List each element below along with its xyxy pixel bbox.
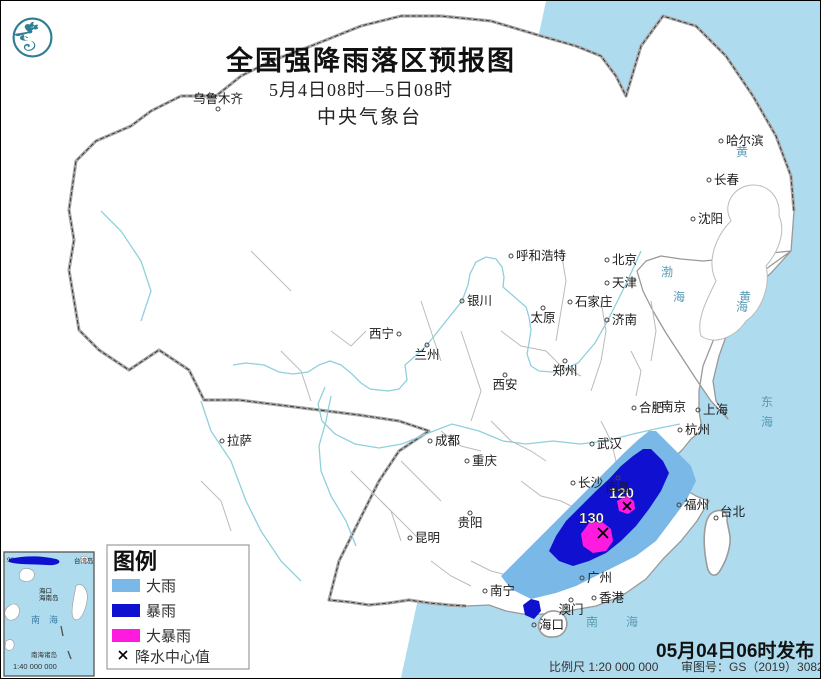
svg-text:广州: 广州: [587, 571, 612, 585]
svg-text:1:40 000 000: 1:40 000 000: [13, 662, 57, 671]
svg-text:上海: 上海: [703, 402, 729, 417]
svg-text:南海诸岛: 南海诸岛: [31, 650, 57, 659]
svg-text:大暴雨: 大暴雨: [146, 628, 191, 645]
svg-text:南宁: 南宁: [490, 583, 515, 598]
svg-text:澳门: 澳门: [558, 602, 583, 617]
svg-text:郑州: 郑州: [552, 363, 577, 378]
svg-text:成都: 成都: [435, 434, 461, 448]
svg-text:海: 海: [626, 614, 638, 629]
svg-text:东: 东: [761, 395, 773, 409]
svg-text:沈阳: 沈阳: [698, 211, 723, 226]
svg-text:哈尔滨: 哈尔滨: [726, 133, 764, 148]
svg-text:海: 海: [673, 289, 685, 304]
svg-text:海口: 海口: [539, 617, 564, 632]
svg-text:90: 90: [7, 557, 15, 564]
svg-text:武汉: 武汉: [597, 437, 623, 451]
svg-text:图例: 图例: [113, 549, 157, 574]
svg-text:杭州: 杭州: [685, 422, 710, 437]
svg-text:海南岛: 海南岛: [39, 593, 59, 602]
svg-text:南京: 南京: [661, 399, 686, 414]
svg-text:南: 南: [586, 614, 598, 629]
svg-text:05月04日06时发布: 05月04日06时发布: [656, 639, 814, 662]
svg-text:香港: 香港: [599, 591, 625, 605]
svg-text:乌鲁木齐: 乌鲁木齐: [193, 91, 244, 106]
svg-text:北京: 北京: [612, 253, 637, 267]
svg-text:130: 130: [579, 510, 604, 527]
svg-text:西安: 西安: [492, 377, 517, 392]
svg-text:南 海: 南 海: [31, 614, 58, 625]
svg-text:台北: 台北: [720, 504, 746, 519]
svg-text:南昌: 南昌: [605, 480, 630, 495]
svg-text:呼和浩特: 呼和浩特: [516, 248, 566, 263]
svg-text:福州: 福州: [684, 497, 709, 512]
svg-text:贵阳: 贵阳: [457, 516, 482, 530]
svg-text:重庆: 重庆: [472, 453, 498, 468]
svg-text:降水中心值: 降水中心值: [135, 649, 210, 666]
svg-text:天津: 天津: [612, 276, 637, 290]
svg-text:渤: 渤: [661, 265, 673, 279]
svg-text:比例尺 1:20 000 000: 比例尺 1:20 000 000: [549, 660, 659, 674]
svg-text:长春: 长春: [714, 173, 740, 187]
svg-text:海口: 海口: [39, 586, 52, 595]
svg-text:台湾岛: 台湾岛: [74, 556, 94, 565]
svg-text:济南: 济南: [612, 312, 637, 327]
svg-text:海: 海: [761, 414, 773, 429]
svg-text:昆明: 昆明: [415, 531, 440, 545]
svg-text:太原: 太原: [530, 310, 555, 325]
svg-text:拉萨: 拉萨: [227, 433, 252, 448]
svg-text:大雨: 大雨: [146, 578, 176, 595]
svg-text:西宁: 西宁: [369, 326, 394, 341]
svg-text:长沙: 长沙: [578, 476, 604, 490]
svg-text:兰州: 兰州: [414, 348, 439, 362]
svg-text:审图号：GS（2019）3082号: 审图号：GS（2019）3082号: [681, 659, 820, 674]
svg-text:海: 海: [736, 299, 748, 314]
svg-text:暴雨: 暴雨: [146, 603, 176, 620]
svg-text:石家庄: 石家庄: [575, 294, 613, 309]
svg-text:银川: 银川: [467, 294, 492, 308]
